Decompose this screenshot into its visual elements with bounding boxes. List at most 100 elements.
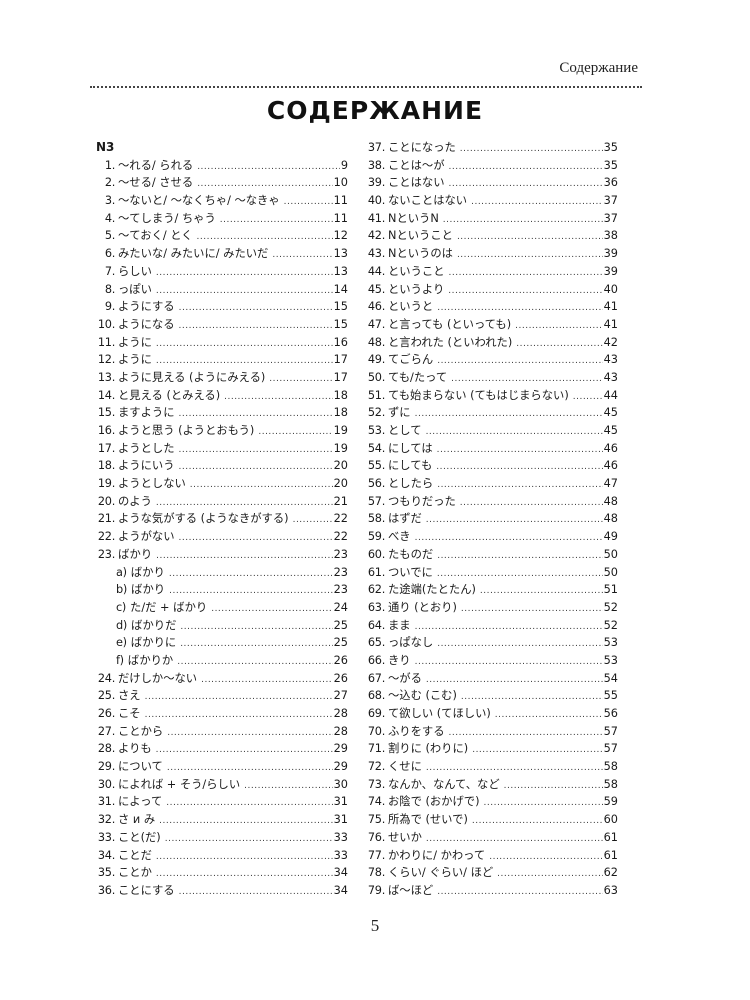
entry-number: 1. bbox=[104, 158, 115, 172]
dot-leader bbox=[415, 654, 603, 670]
entry-page: 20 bbox=[333, 459, 348, 473]
entry-number: 66. bbox=[367, 653, 385, 667]
dot-leader bbox=[573, 389, 603, 405]
entry-label: ように bbox=[118, 353, 152, 367]
entry-label: のよう bbox=[118, 494, 152, 508]
entry-number: 20. bbox=[97, 494, 115, 508]
entry-label: ことか bbox=[118, 866, 152, 880]
entry-page: 53 bbox=[603, 636, 618, 650]
toc-subentry: c)た/だ + ばかり 24 bbox=[96, 599, 348, 617]
entry-page: 15 bbox=[333, 300, 348, 314]
dot-leader bbox=[220, 212, 333, 228]
dot-leader bbox=[436, 459, 602, 475]
toc-entry: 20.のよう 21 bbox=[96, 493, 348, 511]
entry-page: 54 bbox=[603, 671, 618, 685]
entry-page: 58 bbox=[603, 760, 618, 774]
entry-page: 30 bbox=[333, 777, 348, 791]
dot-leader bbox=[426, 512, 603, 528]
entry-label: お陰で (おかげで) bbox=[388, 795, 480, 809]
toc-entry: 54.にしては 46 bbox=[366, 440, 618, 458]
running-head: Содержание bbox=[559, 60, 638, 76]
toc-entry: 38.ことは〜が 35 bbox=[366, 157, 618, 175]
entry-number: 28. bbox=[97, 742, 115, 756]
entry-label: さえ bbox=[118, 689, 141, 703]
entry-label: ことは〜が bbox=[388, 158, 445, 172]
dot-leader bbox=[449, 159, 603, 175]
entry-number: 32. bbox=[97, 813, 115, 827]
entry-label: ばかり bbox=[130, 583, 166, 597]
dot-leader bbox=[169, 566, 333, 582]
entry-page: 21 bbox=[333, 494, 348, 508]
entry-number: 48. bbox=[367, 335, 385, 349]
dot-leader bbox=[437, 477, 602, 493]
entry-label: た途端(たとたん) bbox=[388, 583, 476, 597]
entry-number: 56. bbox=[367, 477, 385, 491]
dot-leader bbox=[211, 601, 332, 617]
dot-leader bbox=[426, 424, 603, 440]
entry-number: 67. bbox=[367, 671, 385, 685]
entry-page: 35 bbox=[603, 141, 618, 154]
toc-entry: 18.ようにいう 20 bbox=[96, 457, 348, 475]
entry-page: 14 bbox=[333, 282, 348, 296]
entry-number: 39. bbox=[367, 176, 385, 190]
entry-page: 26 bbox=[333, 671, 348, 685]
entry-page: 39 bbox=[603, 247, 618, 261]
dot-leader bbox=[179, 884, 333, 900]
entry-page: 42 bbox=[603, 335, 618, 349]
dot-leader bbox=[166, 795, 332, 811]
entry-number: 49. bbox=[367, 353, 385, 367]
dot-leader bbox=[169, 583, 333, 599]
entry-page: 50 bbox=[603, 565, 618, 579]
entry-label: ようと思う (ようとおもう) bbox=[118, 424, 255, 437]
toc-entry: 71.割りに (わりに) 57 bbox=[366, 740, 618, 758]
dot-leader bbox=[156, 849, 333, 865]
dot-leader bbox=[426, 831, 603, 847]
dot-leader bbox=[480, 583, 603, 599]
entry-label: た/だ + ばかり bbox=[130, 600, 208, 614]
entry-page: 49 bbox=[603, 530, 618, 544]
toc-subentry: f)ばかりか 26 bbox=[96, 652, 348, 670]
entry-number: 57. bbox=[367, 494, 385, 508]
entry-page: 22 bbox=[333, 530, 348, 544]
dot-leader bbox=[272, 247, 332, 263]
entry-page: 31 bbox=[333, 813, 348, 827]
dot-leader bbox=[197, 229, 333, 245]
entry-page: 13 bbox=[333, 264, 348, 278]
entry-label: まま bbox=[388, 618, 411, 632]
entry-label: よりも bbox=[118, 742, 152, 756]
toc-entry: 47.と言っても (といっても) 41 bbox=[366, 316, 618, 334]
entry-page: 43 bbox=[603, 353, 618, 367]
entry-number: 40. bbox=[367, 194, 385, 208]
entry-page: 39 bbox=[603, 264, 618, 278]
entry-number: 46. bbox=[367, 300, 385, 314]
entry-label: こと(だ) bbox=[118, 830, 161, 844]
entry-label: としたら bbox=[388, 477, 434, 491]
toc-right-column: 37.ことになった 35 38.ことは〜が 35 39.ことはない 36 40.ないことはな… bbox=[366, 139, 618, 900]
entry-number: 34. bbox=[97, 848, 115, 862]
entry-number: f) bbox=[116, 653, 124, 667]
toc-entry: 42.Nということ 38 bbox=[366, 227, 618, 245]
entry-page: 46 bbox=[603, 441, 618, 455]
entry-label: 〜せる/ させる bbox=[118, 176, 194, 190]
entry-number: 37. bbox=[367, 141, 385, 154]
dot-leader bbox=[515, 318, 603, 334]
dot-leader bbox=[167, 760, 333, 776]
entry-page: 18 bbox=[333, 388, 348, 402]
toc-entry: 16.ようと思う (ようとおもう) 19 bbox=[96, 422, 348, 440]
entry-label: っぱなし bbox=[388, 636, 434, 650]
entry-page: 11 bbox=[333, 211, 348, 225]
dot-leader bbox=[451, 371, 602, 387]
entry-number: 18. bbox=[97, 459, 115, 473]
entry-label: 割りに (わりに) bbox=[388, 742, 469, 756]
entry-label: ば〜ほど bbox=[388, 883, 434, 897]
dot-leader bbox=[472, 813, 603, 829]
toc-entry: 5.〜ておく/ とく 12 bbox=[96, 227, 348, 245]
entry-label: というより bbox=[388, 282, 445, 296]
entry-number: 79. bbox=[367, 883, 385, 897]
dot-leader bbox=[177, 654, 332, 670]
toc-entry: 6.みたいな/ みたいに/ みたいだ 13 bbox=[96, 245, 348, 263]
toc-entry: 75.所為で (せいで) 60 bbox=[366, 811, 618, 829]
dot-leader bbox=[156, 336, 333, 352]
entry-label: 〜がる bbox=[388, 671, 422, 685]
toc-entry: 69.て欲しい (てほしい) 56 bbox=[366, 705, 618, 723]
